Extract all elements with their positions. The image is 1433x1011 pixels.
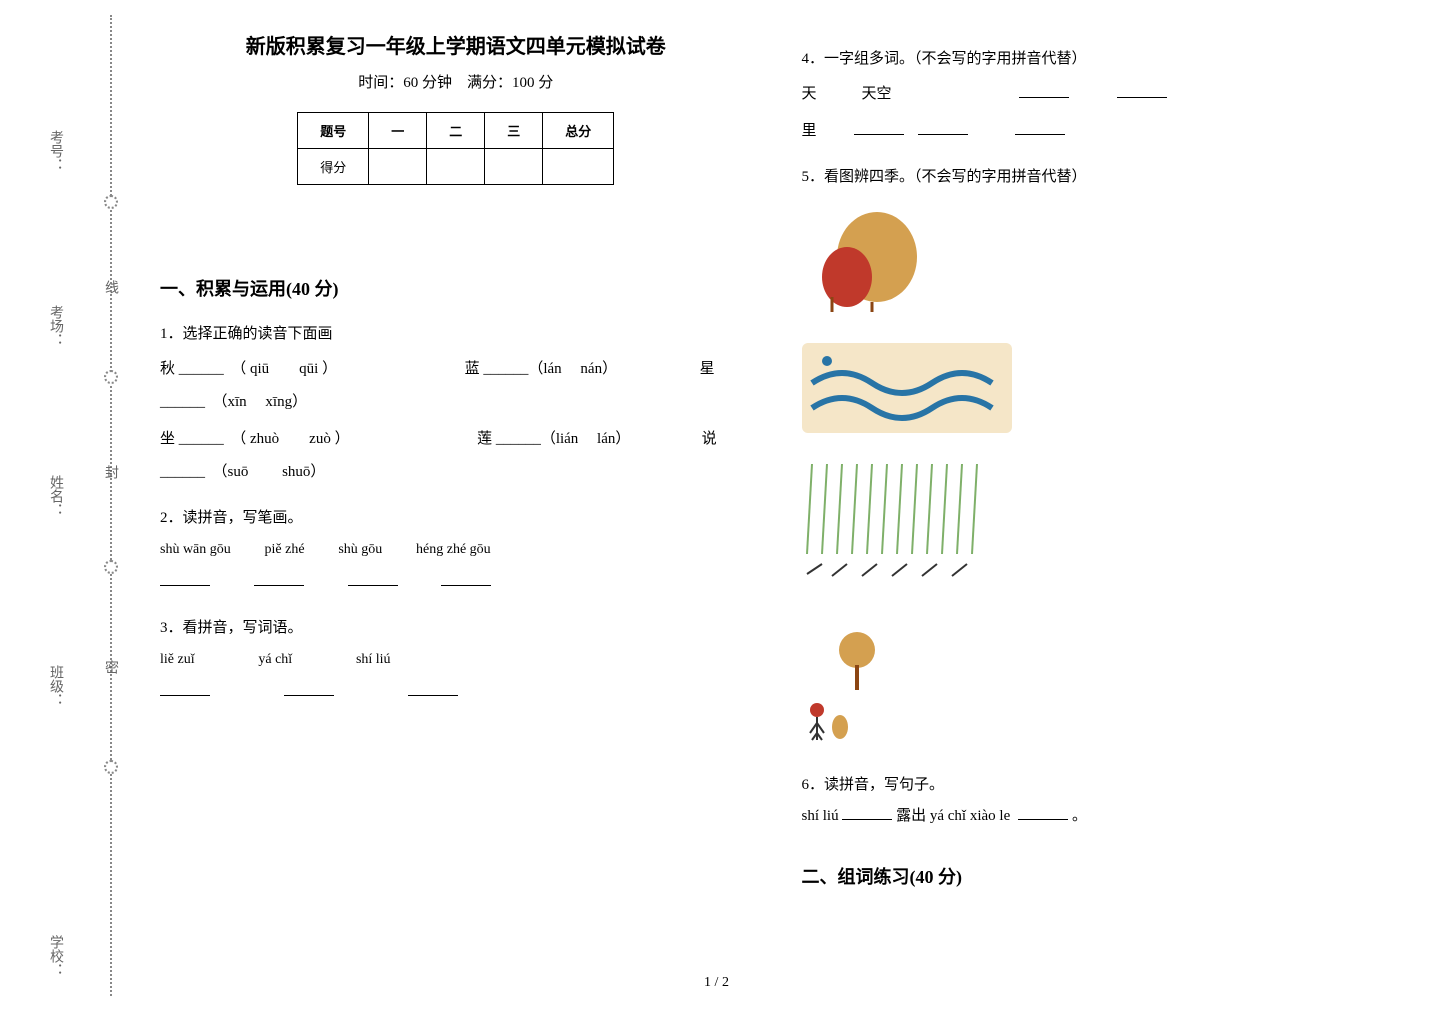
label-kaohao: 考号： [45,130,65,172]
water-waves-icon [802,333,1012,443]
page-subtitle: 时间：60 分钟 满分：100 分 [160,71,752,92]
pinyin-item: piě zhé [265,535,305,566]
q1-line: 坐 ______ （ zhuò zuò ） 莲 ______（lián lán）… [160,423,752,489]
pinyin-item: héng zhé gōu [416,535,491,566]
q3-content: liě zuǐ yá chǐ shí liú [160,643,752,676]
blank [284,681,334,696]
label-kaochang: 考场： [45,305,65,347]
question-2: 2．读拼音，写笔画。 shù wān gōu piě zhé shù gōu h… [160,503,752,599]
label-xingming: 姓名： [45,475,65,517]
blank [408,681,458,696]
spacer [160,215,752,245]
blank [854,120,904,135]
label-xian: 线 [100,280,120,294]
score-header: 一 [369,113,427,149]
q3-blanks [160,676,752,709]
q4-line1-prefix: 天 天空 [802,86,892,102]
person-autumn-icon [802,615,882,745]
q6-label: 6．读拼音，写句子。 [802,770,1394,800]
q2-blanks [160,566,752,599]
score-cell [369,149,427,185]
left-column: 新版积累复习一年级上学期语文四单元模拟试卷 时间：60 分钟 满分：100 分 … [160,30,752,907]
dotted-circle [104,370,118,384]
q6-text-mid: 露出 yá chǐ xiào le [896,808,1010,824]
q4-line1: 天 天空 [802,78,1394,111]
dotted-circle [104,760,118,774]
pinyin-item: shù wān gōu [160,535,231,566]
question-1: 1．选择正确的读音下面画 秋 ______ （ qiū qūi ） 蓝 ____… [160,319,752,489]
blank [842,805,892,820]
season-image-2 [802,333,1394,454]
score-header: 总分 [543,113,614,149]
binding-margin: 考号： 考场： 姓名： 班级： 学校： 线 封 密 [0,0,120,1011]
blank [160,681,210,696]
q4-label: 4．一字组多词。（不会写的字用拼音代替） [802,44,1394,74]
page-title: 新版积累复习一年级上学期语文四单元模拟试卷 [160,30,752,59]
blank [918,120,968,135]
q5-label: 5．看图辨四季。（不会写的字用拼音代替） [802,162,1394,192]
dotted-circle [104,560,118,574]
question-5: 5．看图辨四季。（不会写的字用拼音代替） [802,162,1394,756]
section-1-heading: 一、积累与运用(40 分) [160,275,752,301]
page-content: 新版积累复习一年级上学期语文四单元模拟试卷 时间：60 分钟 满分：100 分 … [0,0,1433,937]
score-header: 二 [427,113,485,149]
question-6: 6．读拼音，写句子。 shí liú 露出 yá chǐ xiào le 。 [802,770,1394,833]
q4-line2-prefix: 里 [802,123,817,139]
pinyin-item: yá chǐ [258,645,292,676]
blank [160,571,210,586]
blank [254,571,304,586]
season-image-4 [802,615,1394,756]
q3-label: 3．看拼音，写词语。 [160,613,752,643]
q2-content: shù wān gōu piě zhé shù gōu héng zhé gōu [160,533,752,566]
blank [1117,83,1167,98]
q1-line: 秋 ______ （ qiū qūi ） 蓝 ______（lán nán） 星… [160,353,752,419]
table-row: 题号 一 二 三 总分 [298,113,614,149]
vertical-dotted-line [110,15,112,996]
blank [1015,120,1065,135]
season-image-3 [802,464,1394,605]
right-column: 4．一字组多词。（不会写的字用拼音代替） 天 天空 里 [802,30,1394,907]
page-number: 1 / 2 [704,975,729,991]
q2-label: 2．读拼音，写笔画。 [160,503,752,533]
q6-text-before: shí liú [802,808,839,824]
q1-label: 1．选择正确的读音下面画 [160,319,752,349]
label-feng: 封 [100,465,120,479]
blank [348,571,398,586]
score-header: 三 [485,113,543,149]
section-2-heading: 二、组词练习(40 分) [802,863,1394,889]
label-mi: 密 [100,660,120,674]
question-4: 4．一字组多词。（不会写的字用拼音代替） 天 天空 里 [802,44,1394,148]
score-header: 题号 [298,113,369,149]
score-cell [485,149,543,185]
q4-content: 天 天空 里 [802,78,1394,148]
table-row: 得分 [298,149,614,185]
blank [1019,83,1069,98]
season-image-1 [802,202,1394,323]
score-row-label: 得分 [298,149,369,185]
score-cell [543,149,614,185]
score-cell [427,149,485,185]
pinyin-item: shù gōu [338,535,382,566]
label-xuexiao: 学校： [45,935,65,977]
score-table: 题号 一 二 三 总分 得分 [297,112,614,185]
label-banji: 班级： [45,665,65,707]
dotted-circle [104,195,118,209]
pinyin-item: liě zuǐ [160,645,195,676]
q1-content: 秋 ______ （ qiū qūi ） 蓝 ______（lán nán） 星… [160,353,752,489]
autumn-leaves-icon [802,202,922,312]
rain-icon [802,464,1002,594]
pinyin-item: shí liú [356,645,391,676]
q4-line2: 里 [802,115,1394,148]
blank [1018,805,1068,820]
blank [441,571,491,586]
q6-content: shí liú 露出 yá chǐ xiào le 。 [802,800,1394,833]
question-3: 3．看拼音，写词语。 liě zuǐ yá chǐ shí liú [160,613,752,709]
